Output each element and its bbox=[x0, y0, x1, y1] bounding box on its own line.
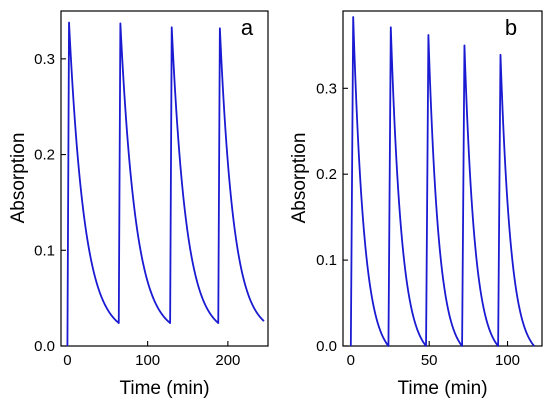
panel-a-label: a bbox=[241, 15, 254, 40]
panel-b-x-tick-label: 0 bbox=[347, 352, 355, 369]
panel-a: 0 100 200 0.0 0.1 0.2 0.3 a Time (min) Absorpt… bbox=[8, 10, 269, 399]
panel-a-series-line bbox=[66, 21, 265, 347]
panel-b-y-tick-label: 0.3 bbox=[316, 80, 337, 97]
panel-a-y-tick-label: 0.3 bbox=[34, 51, 55, 68]
panel-b-y-tick-label: 0.2 bbox=[316, 166, 337, 183]
panel-a-x-tick-label: 0 bbox=[63, 352, 71, 369]
panel-a-x-axis-label: Time (min) bbox=[119, 378, 209, 399]
panel-b: 0 50 100 0.0 0.1 0.2 0.3 b Time (min) Absorpti… bbox=[289, 10, 543, 399]
panel-b-y-axis-label: Absorption bbox=[289, 133, 310, 224]
panel-b-ticks: 0 50 100 0.0 0.1 0.2 0.3 bbox=[316, 80, 520, 369]
panel-a-y-tick-label: 0.0 bbox=[34, 338, 55, 355]
panel-b-x-tick-label: 50 bbox=[421, 352, 438, 369]
panel-b-x-tick-label: 100 bbox=[495, 352, 520, 369]
panel-a-y-tick-label: 0.1 bbox=[34, 242, 55, 259]
panel-b-plot-frame bbox=[342, 10, 543, 347]
panel-a-ticks: 0 100 200 0.0 0.1 0.2 0.3 bbox=[34, 51, 240, 369]
panel-a-x-tick-label: 100 bbox=[135, 352, 160, 369]
panel-a-x-tick-label: 200 bbox=[215, 352, 240, 369]
panel-a-y-tick-label: 0.2 bbox=[34, 147, 55, 164]
panel-b-label: b bbox=[505, 15, 517, 40]
panel-a-plot-frame bbox=[60, 10, 269, 347]
panel-b-series-line bbox=[349, 16, 535, 347]
panel-a-y-axis-label: Absorption bbox=[8, 133, 29, 224]
panel-b-x-axis-label: Time (min) bbox=[397, 378, 487, 399]
panel-b-y-tick-label: 0.0 bbox=[316, 338, 337, 355]
panel-b-y-tick-label: 0.1 bbox=[316, 252, 337, 269]
